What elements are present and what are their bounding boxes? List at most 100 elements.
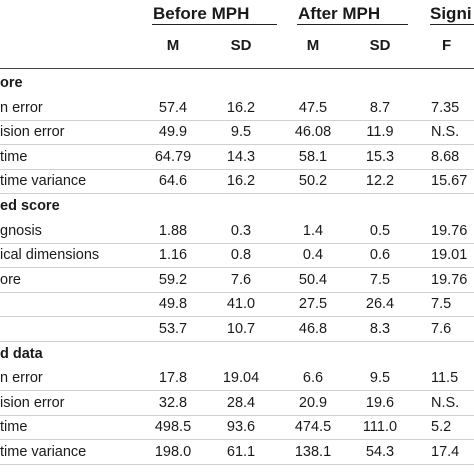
table-row: time 498.5 93.6 474.5 111.0 5.2	[0, 415, 474, 441]
header-significance-underline	[430, 24, 474, 25]
table-row: ision error 49.9 9.5 46.08 11.9 N.S.	[0, 120, 474, 146]
cell-after-m: 1.4	[302, 222, 324, 239]
cell-before-m: 53.7	[158, 321, 188, 337]
cell-f: N.S.	[431, 394, 460, 411]
cell-after-m: 138.1	[294, 444, 332, 460]
cell-after-m: 27.5	[298, 296, 328, 313]
subheader-after-m: M	[306, 37, 320, 54]
row-label: time	[0, 419, 28, 436]
row-label: gnosis	[0, 222, 42, 239]
row-divider	[0, 119, 474, 121]
cell-before-sd: 93.6	[226, 419, 256, 436]
row-label: n error	[0, 370, 43, 387]
cell-after-sd: 8.7	[369, 99, 391, 116]
cell-after-m: 47.5	[298, 99, 328, 116]
cell-before-sd: 0.8	[230, 247, 252, 264]
header-before-underline	[152, 24, 277, 25]
header-before-mph: Before MPH	[153, 4, 250, 23]
cell-before-sd: 0.3	[230, 222, 252, 239]
cell-before-m: 498.5	[154, 419, 192, 436]
row-label: time variance	[0, 444, 87, 460]
row-divider	[0, 267, 474, 269]
cell-before-sd: 14.3	[226, 148, 256, 165]
row-divider	[0, 316, 474, 318]
header-after-mph: After MPH	[298, 4, 381, 23]
row-divider	[0, 414, 474, 416]
cell-before-m: 57.4	[158, 99, 188, 116]
cell-after-m: 46.8	[298, 321, 328, 337]
table-row: time 64.79 14.3 58.1 15.3 8.68	[0, 145, 474, 170]
cell-before-m: 198.0	[154, 444, 192, 460]
cell-f: 5.2	[431, 419, 452, 436]
cell-after-sd: 111.0	[362, 419, 398, 436]
cell-before-sd: 41.0	[226, 296, 256, 313]
row-divider	[0, 390, 474, 392]
cell-after-m: 6.6	[302, 370, 324, 387]
section-label: ed score	[0, 198, 60, 214]
subheader-before-m: M	[166, 37, 180, 54]
table-row: 53.7 10.7 46.8 8.3 7.6	[0, 317, 474, 342]
table-row: time variance 198.0 61.1 138.1 54.3 17.4	[0, 440, 474, 465]
row-label: ision error	[0, 124, 65, 141]
table-row: ore 59.2 7.6 50.4 7.5 19.76	[0, 268, 474, 293]
row-label: ision error	[0, 394, 65, 411]
subheader-after-sd: SD	[369, 37, 391, 54]
cell-before-m: 64.6	[158, 173, 188, 190]
section-raw-data: d data	[0, 342, 474, 367]
row-divider	[0, 168, 474, 170]
section-label: d data	[0, 345, 43, 362]
cell-after-sd: 0.5	[369, 222, 391, 239]
header-rule	[0, 68, 474, 69]
cell-before-sd: 16.2	[226, 99, 256, 116]
cell-after-m: 46.08	[294, 124, 332, 141]
cell-before-sd: 16.2	[226, 173, 256, 190]
row-label: time	[0, 148, 28, 165]
cell-before-m: 64.79	[154, 148, 192, 165]
row-divider	[0, 242, 474, 244]
cell-f: 7.35	[431, 99, 460, 116]
row-label: time variance	[0, 173, 87, 190]
table-row: ical dimensions 1.16 0.8 0.4 0.6 19.01	[0, 243, 474, 269]
row-divider	[0, 144, 474, 146]
cell-before-m: 59.2	[158, 271, 188, 288]
cell-before-sd: 9.5	[230, 124, 252, 141]
cell-after-sd: 9.5	[369, 370, 391, 387]
cell-f: 11.5	[431, 370, 459, 387]
cell-before-m: 1.16	[158, 247, 188, 264]
table-row: gnosis 1.88 0.3 1.4 0.5 19.76	[0, 219, 474, 244]
cell-before-m: 17.8	[158, 370, 188, 387]
cell-after-m: 474.5	[294, 419, 332, 436]
header-significance: Signi	[430, 4, 472, 23]
subheader-f: F	[442, 37, 452, 54]
header-after-underline	[297, 24, 408, 25]
cell-after-sd: 26.4	[365, 296, 395, 313]
cell-after-sd: 0.6	[369, 247, 391, 264]
cell-before-sd: 10.7	[226, 321, 256, 337]
row-divider	[0, 291, 474, 293]
cell-before-m: 49.8	[158, 296, 188, 313]
section-score: ore	[0, 71, 474, 96]
cell-after-m: 58.1	[298, 148, 328, 165]
table-row: time variance 64.6 16.2 50.2 12.2 15.67	[0, 169, 474, 195]
row-divider	[0, 341, 474, 342]
cell-after-m: 50.4	[298, 271, 328, 288]
row-divider	[0, 193, 474, 195]
subheader-before-sd: SD	[230, 37, 252, 54]
table-row: ision error 32.8 28.4 20.9 19.6 N.S.	[0, 391, 474, 416]
table-row: n error 17.8 19.04 6.6 9.5 11.5	[0, 366, 474, 392]
cell-before-m: 1.88	[158, 222, 188, 239]
cell-after-sd: 15.3	[365, 148, 395, 165]
row-divider	[0, 464, 474, 465]
row-label: n error	[0, 99, 43, 116]
row-divider	[0, 439, 474, 441]
cell-before-sd: 28.4	[226, 394, 256, 411]
table-row: n error 57.4 16.2 47.5 8.7 7.35	[0, 96, 474, 121]
cell-after-m: 20.9	[298, 394, 328, 411]
section-standardized-score: ed score	[0, 194, 474, 219]
cell-f: 15.67	[431, 173, 468, 190]
cell-after-m: 0.4	[302, 247, 324, 264]
cell-after-sd: 19.6	[365, 394, 395, 411]
section-label: ore	[0, 75, 23, 91]
cell-after-sd: 8.3	[369, 321, 391, 337]
cell-f: 19.76	[431, 271, 468, 288]
